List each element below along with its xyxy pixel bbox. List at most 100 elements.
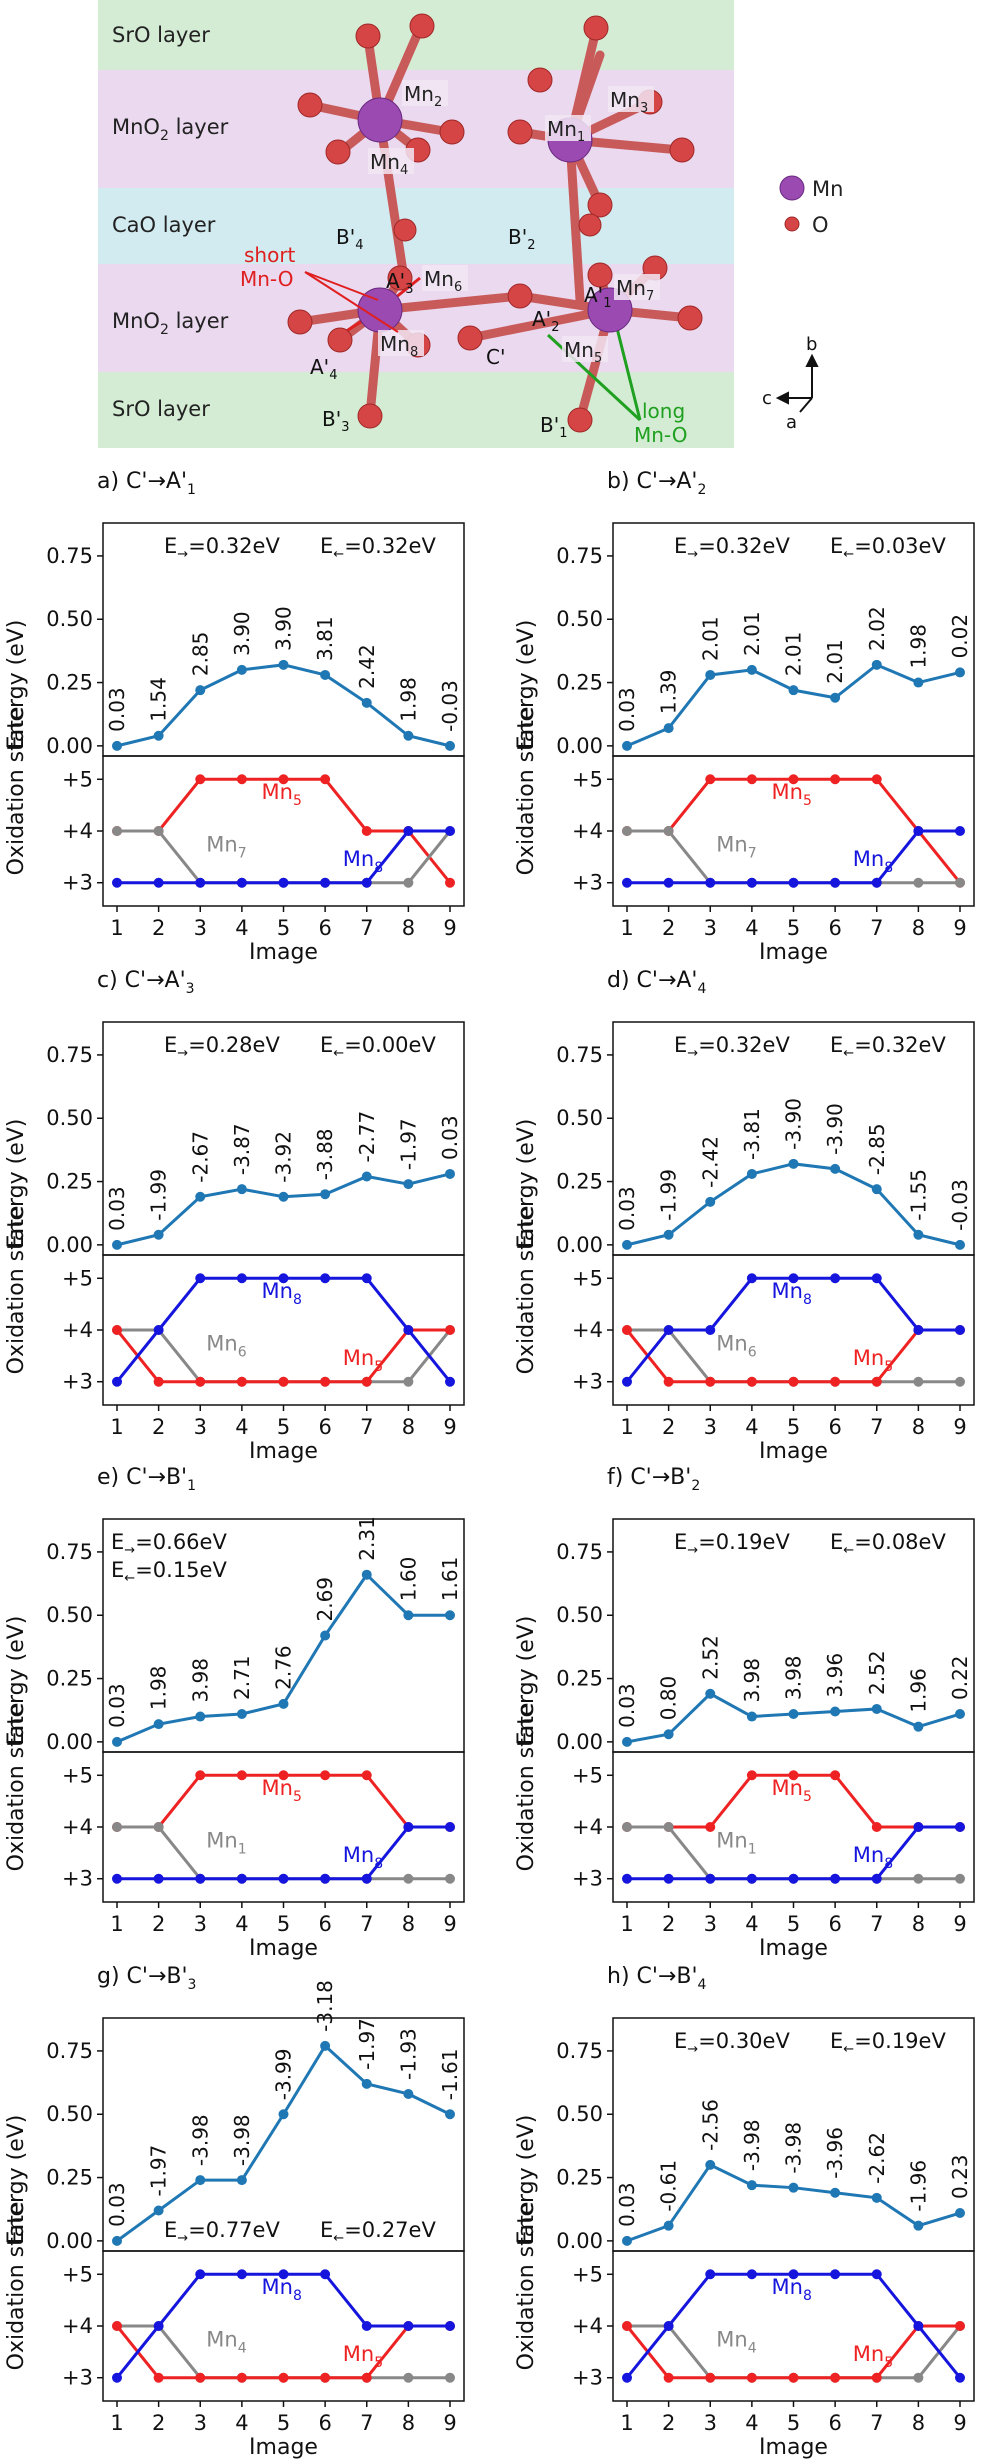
ox-point-mn5: [788, 2372, 799, 2383]
x-tick-label: 5: [277, 1912, 290, 1936]
energy-tick-label: 0.50: [46, 1603, 93, 1627]
ox-tick-label: +4: [62, 2314, 93, 2338]
ox-point-mn8: [361, 1273, 372, 1284]
energy-tick-label: 0.00: [46, 734, 93, 758]
layer-label-sro-top: SrO layer: [112, 23, 210, 47]
x-axis-label: Image: [759, 1439, 828, 1464]
ox-point-mn8: [663, 2321, 674, 2331]
ox-point-mn8: [830, 877, 841, 888]
ox-series-label-mn8: Mn8: [262, 2275, 302, 2304]
energy-tick-label: 0.50: [556, 2102, 603, 2126]
energy-point: [195, 1711, 206, 1722]
crystal-axes: b c a: [762, 334, 819, 433]
ox-point-mn8: [278, 1873, 289, 1884]
x-tick-label: 5: [787, 916, 800, 940]
energy-value-label: 1.61: [438, 1557, 462, 1602]
ox-point-mn8: [746, 1273, 757, 1284]
energy-value-label: 0.22: [948, 1655, 972, 1700]
ox-point-mn8: [153, 1325, 164, 1335]
ox-tick-label: +3: [572, 871, 603, 895]
ox-point-mn8: [663, 1873, 674, 1884]
ox-point-mn5: [663, 1376, 674, 1387]
ox-line-mn7: [627, 829, 960, 885]
ox-line-mn8: [627, 829, 960, 885]
x-tick-label: 3: [704, 1415, 717, 1439]
axis-b-label: b: [806, 334, 817, 355]
ox-point-mn4: [445, 2372, 455, 2383]
ox-point-mn5: [705, 1822, 716, 1832]
mn-labels: Mn2 Mn1 Mn3 Mn4 Mn6 Mn8 Mn5 Mn7: [368, 80, 660, 366]
energy-point: [663, 1229, 674, 1240]
energy-point: [788, 1709, 799, 1720]
energy-point: [278, 1698, 289, 1709]
ox-tick-label: +5: [62, 1266, 93, 1290]
energy-point: [705, 1688, 716, 1699]
energy-point: [236, 2175, 247, 2186]
ox-series-label-mn5: Mn5: [343, 1346, 383, 1375]
energy-value-label: 3.90: [272, 606, 296, 651]
ox-point-mn8: [361, 1873, 372, 1884]
ox-point-mn7: [663, 826, 674, 836]
energy-value-label: 2.69: [313, 1577, 337, 1622]
ox-tick-label: +5: [572, 767, 603, 791]
energy-point: [112, 1239, 122, 1250]
mn-label-2: Mn2: [404, 82, 442, 110]
energy-tick-label: 0.00: [46, 1233, 93, 1257]
ox-y-label: Oxidation state: [4, 2202, 29, 2371]
x-tick-label: 2: [662, 2411, 675, 2435]
energy-tick-label: 0.25: [46, 671, 93, 695]
ox-point-mn8: [236, 877, 247, 888]
energy-point: [195, 1191, 206, 1202]
energy-tick-label: 0.75: [46, 544, 93, 568]
ox-point-mn8: [788, 877, 799, 888]
legend-mn-label: Mn: [812, 177, 843, 201]
ox-series-label-mn8: Mn8: [772, 1279, 812, 1308]
ox-point-mn8: [112, 877, 122, 888]
energy-point: [788, 1158, 799, 1169]
energy-tick-label: 0.50: [46, 1106, 93, 1130]
energy-y-label: Energy (eV): [4, 1616, 29, 1746]
ox-tick-label: +5: [572, 2262, 603, 2286]
ox-tick-label: +5: [572, 1763, 603, 1787]
barrier-backward: E←=0.19eV: [830, 2029, 946, 2057]
ox-series-label-mn5: Mn5: [853, 2342, 893, 2371]
energy-value-label: 1.98: [906, 624, 930, 669]
ox-tick-label: +5: [62, 2262, 93, 2286]
x-tick-label: 1: [620, 916, 633, 940]
energy-y-label: Energy (eV): [514, 1616, 539, 1746]
energy-point: [153, 2205, 164, 2216]
ox-point-mn7: [153, 826, 164, 836]
energy-tick-label: 0.75: [46, 1043, 93, 1067]
ox-point-mn8: [622, 877, 632, 888]
ox-point-mn8: [320, 877, 331, 888]
ox-series-label-mn8: Mn8: [343, 1843, 383, 1872]
energy-point: [112, 740, 122, 751]
ox-line-mn4: [627, 2324, 962, 2380]
energy-point: [746, 1168, 757, 1179]
energy-point: [112, 1736, 122, 1747]
energy-point: [278, 659, 289, 670]
energy-tick-label: 0.25: [556, 1170, 603, 1194]
x-tick-label: 6: [828, 2411, 841, 2435]
x-tick-label: 8: [402, 2411, 415, 2435]
energy-value-label: 0.03: [105, 1186, 129, 1231]
energy-value-label: -2.62: [865, 2132, 889, 2184]
panel-g-group: g) C'→B'3 0.00 0.25 0.50 0.75 +3 +4 +5 1 2 3 4 5 6 7 8 9…: [4, 1964, 465, 2460]
x-tick-label: 4: [745, 916, 758, 940]
ox-point-mn5: [236, 2372, 247, 2383]
ox-point-mn5: [320, 2372, 331, 2383]
ox-point-mn5: [361, 2372, 372, 2383]
energy-point: [955, 2208, 965, 2219]
short-label-line2: Mn-O: [240, 267, 293, 291]
x-tick-label: 5: [787, 1415, 800, 1439]
energy-value-label: -3.98: [230, 2114, 254, 2166]
energy-tick-label: 0.00: [556, 734, 603, 758]
mn-label-3: Mn3: [610, 88, 648, 116]
energy-value-label: 1.98: [396, 677, 420, 722]
ox-point-mn8: [361, 877, 372, 888]
energy-value-label: 2.01: [782, 632, 806, 677]
x-tick-label: 2: [152, 1415, 165, 1439]
ox-point-mn8: [403, 826, 414, 836]
energy-point: [871, 1703, 882, 1714]
ox-point-mn5: [278, 2372, 289, 2383]
